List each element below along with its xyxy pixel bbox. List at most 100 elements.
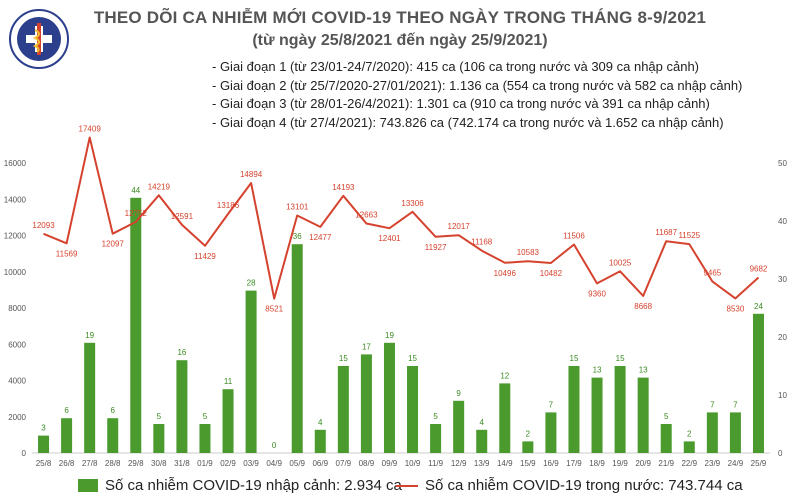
bar-value-label: 5 (433, 412, 438, 421)
bar-value-label: 6 (110, 406, 115, 415)
line-value-label: 11525 (678, 231, 700, 240)
left-axis-tick-label: 6000 (8, 340, 26, 349)
line-value-label: 13101 (286, 203, 309, 212)
left-axis-tick-label: 2000 (8, 413, 26, 422)
bar-value-label: 28 (247, 279, 256, 288)
bar-value-label: 6 (64, 406, 69, 415)
x-axis-tick-label: 07/9 (336, 459, 352, 468)
bar-value-label: 7 (733, 400, 738, 409)
line-value-label: 11927 (425, 243, 447, 252)
bar-imported-24/9 (729, 412, 741, 453)
line-value-label: 10025 (609, 258, 632, 267)
bar-value-label: 19 (385, 331, 394, 340)
x-axis-tick-label: 22/9 (681, 459, 697, 468)
bar-imported-18/9 (591, 377, 603, 453)
right-axis-tick-label: 10 (778, 391, 787, 400)
left-axis-tick-label: 12000 (4, 232, 27, 241)
bar-imported-16/9 (545, 412, 557, 453)
right-axis-tick-label: 50 (778, 159, 787, 168)
phase-summary: - Giai đoạn 1 (từ 23/01-24/7/2020): 415 … (212, 58, 742, 132)
bar-imported-08/9 (360, 354, 372, 453)
legend-label-imported: Số ca nhiễm COVID-19 nhập cảnh: 2.934 ca (105, 477, 402, 494)
line-value-label: 12401 (378, 234, 401, 243)
bar-value-label: 7 (710, 400, 715, 409)
chart-title: THEO DÕI CA NHIỄM MỚI COVID-19 THEO NGÀY… (93, 8, 707, 27)
x-axis-tick-label: 27/8 (82, 459, 98, 468)
line-value-label: 12477 (309, 233, 332, 242)
left-axis-tick-label: 4000 (8, 377, 26, 386)
x-axis-tick-label: 19/9 (612, 459, 628, 468)
bar-imported-02/9 (222, 389, 234, 453)
line-value-label: 9465 (703, 268, 721, 277)
line-value-label: 8521 (265, 305, 283, 314)
line-value-label: 13186 (217, 201, 240, 210)
left-axis-tick-label: 14000 (4, 195, 27, 204)
bar-value-label: 0 (272, 441, 277, 450)
line-value-label: 10583 (517, 248, 540, 257)
line-value-label: 9682 (750, 265, 768, 274)
bar-value-label: 19 (85, 331, 94, 340)
bar-imported-05/9 (291, 244, 303, 453)
line-value-label: 12591 (171, 212, 194, 221)
bar-imported-30/8 (153, 424, 165, 453)
legend-item-imported: Số ca nhiễm COVID-19 nhập cảnh: 2.934 ca (78, 477, 402, 494)
phase-3-text: - Giai đoạn 3 (từ 28/01-26/4/2021): 1.30… (212, 96, 710, 111)
x-axis-tick-label: 25/8 (36, 459, 52, 468)
x-axis-tick-label: 12/9 (451, 459, 467, 468)
chart-legend: Số ca nhiễm COVID-19 nhập cảnh: 2.934 ca… (0, 477, 800, 497)
bar-imported-03/9 (245, 290, 257, 453)
bar-imported-27/8 (84, 342, 96, 453)
left-axis-tick-label: 0 (22, 449, 27, 458)
bar-imported-29/8 (130, 197, 142, 453)
bar-imported-06/9 (314, 429, 326, 453)
line-value-label: 12093 (32, 221, 55, 230)
bar-value-label: 13 (593, 366, 602, 375)
phase-1-text: - Giai đoạn 1 (từ 23/01-24/7/2020): 415 … (212, 59, 700, 74)
x-axis-tick-label: 16/9 (543, 459, 559, 468)
x-axis-tick-label: 15/9 (520, 459, 536, 468)
bar-imported-21/9 (660, 424, 672, 453)
line-value-label: 11569 (56, 249, 78, 258)
bar-imported-26/8 (61, 418, 73, 453)
bar-value-label: 44 (131, 186, 140, 195)
bar-value-label: 16 (177, 348, 186, 357)
x-axis-tick-label: 13/9 (474, 459, 490, 468)
x-axis-tick-label: 18/9 (589, 459, 605, 468)
right-axis-tick-label: 0 (778, 449, 783, 458)
x-axis-tick-label: 29/8 (128, 459, 144, 468)
bar-value-label: 24 (754, 302, 763, 311)
left-axis-tick-label: 8000 (8, 304, 26, 313)
bar-value-label: 4 (479, 418, 484, 427)
bar-imported-09/9 (383, 342, 395, 453)
line-value-label: 14894 (240, 170, 263, 179)
legend-line-swatch (396, 484, 418, 487)
bar-imported-11/9 (430, 424, 442, 453)
line-value-label: 12663 (355, 210, 378, 219)
bar-value-label: 5 (664, 412, 669, 421)
bar-imported-28/8 (107, 418, 119, 453)
left-axis-tick-label: 16000 (4, 159, 27, 168)
bar-value-label: 15 (408, 354, 417, 363)
bar-imported-23/9 (706, 412, 718, 453)
bar-value-label: 3 (41, 424, 46, 433)
x-axis-tick-label: 30/8 (151, 459, 167, 468)
line-value-label: 11687 (655, 228, 677, 237)
x-axis-tick-label: 24/9 (728, 459, 744, 468)
line-domestic-cases (43, 136, 760, 300)
bar-value-label: 36 (293, 232, 302, 241)
line-value-label: 8668 (634, 302, 652, 311)
x-axis-tick-label: 20/9 (635, 459, 651, 468)
bar-value-label: 12 (500, 371, 509, 380)
x-axis-tick-label: 08/9 (359, 459, 375, 468)
bar-value-label: 13 (639, 366, 648, 375)
chart-subtitle: (từ ngày 25/8/2021 đến ngày 25/9/2021) (252, 32, 548, 49)
line-value-label: 14219 (148, 182, 171, 191)
bar-value-label: 4 (318, 418, 323, 427)
x-axis-tick-label: 26/8 (59, 459, 75, 468)
bar-imported-01/9 (199, 424, 211, 453)
x-axis-tick-label: 31/8 (174, 459, 190, 468)
x-axis-tick-label: 14/9 (497, 459, 513, 468)
bar-value-label: 9 (456, 389, 461, 398)
bar-imported-31/8 (176, 360, 188, 453)
x-axis-tick-label: 02/9 (220, 459, 236, 468)
